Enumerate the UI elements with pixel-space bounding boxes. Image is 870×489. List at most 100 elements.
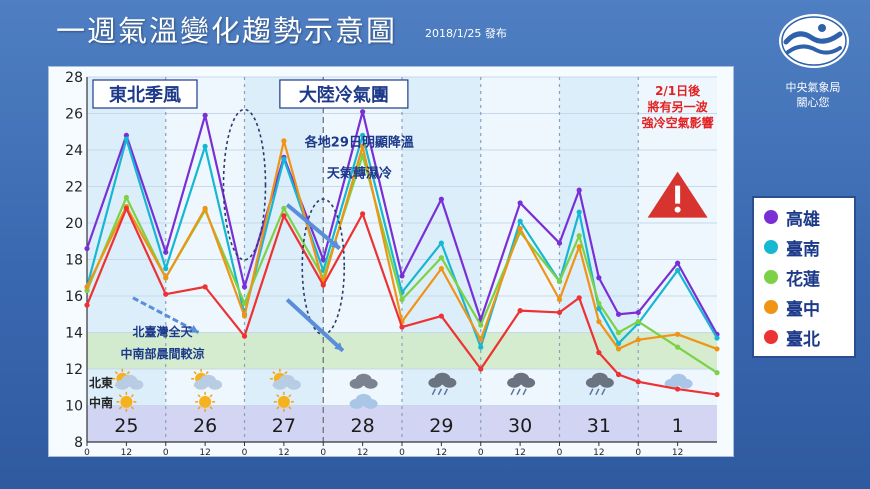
data-point [675,344,681,350]
data-point [714,370,720,376]
data-point [123,205,129,211]
x-tick-label: 0 [635,448,641,456]
arrow-icon [285,203,341,251]
warning-bar [675,185,681,204]
chart-panel: 8 10 12 14 16 18 20 22 24 26 28 0 12 0 12 0 12 0 12 0 12 0 12 0… [48,66,734,457]
data-point [360,211,366,217]
cloud-part [678,378,693,389]
y-tick-label: 26 [65,107,83,123]
rain-icon [428,372,457,396]
data-point [360,132,366,138]
data-point [320,282,326,288]
data-point [556,309,563,316]
x-tick-label: 0 [399,448,405,456]
y-tick-label: 18 [65,253,83,269]
data-point [360,143,366,149]
arrow-icon [132,296,200,334]
arrow-shaft [285,203,341,251]
cloudy-icon [349,373,378,389]
data-point [438,240,444,246]
sun-disc [277,395,290,408]
continental-label: 大陸冷氣團 [299,84,389,106]
data-point [202,112,208,118]
data-point [84,284,90,290]
sun-ray [209,394,213,398]
data-point [438,255,444,261]
legend-swatch [764,300,778,314]
page-title: 一週氣溫變化趨勢示意圖 [56,14,398,48]
rain-drop [431,388,437,396]
data-point [202,284,208,290]
data-point [596,318,602,325]
rain-drop [601,388,606,396]
legend-item: 高雄 [764,202,854,232]
x-tick-label: 12 [199,448,210,456]
y-tick-label: 28 [65,70,83,86]
legend-swatch [764,210,778,224]
arrow-shaft [285,298,345,353]
warning-text: 將有另一波 [648,99,709,114]
data-point [675,331,681,337]
data-point [615,329,622,336]
arrow-head [189,324,199,333]
rain-drop [437,388,443,396]
cloud-part [363,398,378,409]
x-tick-label: 0 [84,448,90,456]
sun-ray [130,394,134,398]
data-point [615,340,622,347]
data-point [163,249,169,255]
data-point [281,205,287,211]
warning-dot [674,206,681,213]
data-point [517,200,523,206]
x-tick-label: 12 [436,448,447,456]
warning-triangle-icon [647,171,708,218]
legend-item: 臺中 [764,292,854,322]
row-label-south: 中南 [89,395,113,410]
data-point [478,322,484,328]
data-point [596,275,602,281]
legend-item: 花蓮 [764,262,854,292]
date-label: 30 [508,415,532,437]
data-point [556,278,563,284]
sun-ray [205,371,209,375]
data-point [84,287,90,294]
data-point [556,297,563,303]
date-label: 1 [672,415,684,437]
data-point [202,205,208,211]
sun-ray [197,406,201,410]
data-point [399,324,405,330]
legend-label: 臺北 [786,329,820,350]
data-point [438,196,444,202]
sun-disc [199,395,212,408]
data-point [438,313,444,319]
legend-item: 臺南 [764,232,854,262]
warning-text: 強冷空氣影響 [642,115,714,130]
legend-item: 臺北 [764,322,854,352]
rain-drop [443,388,449,396]
highlight-ellipse [222,108,267,261]
data-point [596,306,602,312]
data-point [714,391,720,398]
cloud-part [208,379,223,390]
data-point [241,313,248,319]
data-point [241,333,248,339]
data-point [615,311,622,317]
sun-ray [197,394,201,398]
data-point [399,273,405,279]
date-label: 26 [193,415,217,437]
sun-ray [118,394,122,398]
x-tick-label: 12 [357,448,368,456]
partly-cloudy-icon [272,374,301,390]
agency-line-1: 中央氣象局 [785,81,841,94]
date-label: 29 [429,415,453,437]
data-point [576,187,582,193]
x-tick-label: 0 [320,448,326,456]
sun-ray [276,406,280,410]
x-tick-label: 0 [478,448,484,456]
cloud-part [599,377,614,388]
x-tick-label: 12 [514,448,525,456]
data-point [84,245,90,252]
data-point [281,156,287,162]
y-tick-label: 10 [65,399,83,415]
data-point [202,143,208,149]
